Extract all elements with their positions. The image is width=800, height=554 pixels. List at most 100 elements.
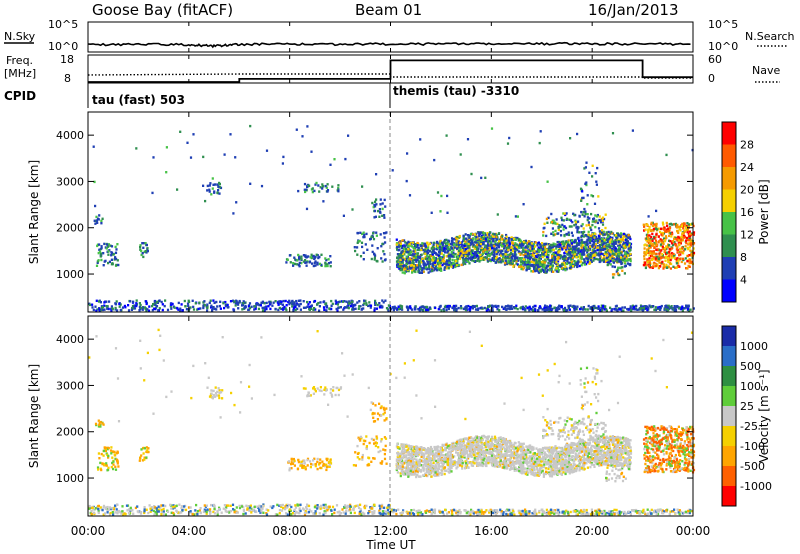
heatmap-cell bbox=[582, 306, 585, 309]
heatmap-cell bbox=[219, 300, 222, 303]
heatmap-cell bbox=[685, 236, 688, 240]
heatmap-cell bbox=[455, 240, 458, 243]
heatmap-cell bbox=[260, 184, 264, 188]
heatmap-cell bbox=[307, 303, 310, 306]
heatmap-cell bbox=[485, 233, 488, 237]
heatmap-cell bbox=[147, 309, 151, 312]
heatmap-cell bbox=[604, 247, 607, 250]
heatmap-cell bbox=[520, 306, 523, 309]
heatmap-cell bbox=[488, 233, 491, 236]
heatmap-cell bbox=[650, 252, 653, 255]
heatmap-cell bbox=[476, 238, 479, 242]
heatmap-cell bbox=[671, 243, 675, 247]
heatmap-cell bbox=[450, 246, 453, 249]
heatmap-cell bbox=[664, 259, 667, 262]
heatmap-cell bbox=[491, 258, 494, 261]
noise-left-label: N.Sky bbox=[4, 30, 36, 43]
heatmap-cell bbox=[442, 258, 445, 261]
heatmap-cell bbox=[440, 309, 443, 312]
heatmap-cell bbox=[408, 244, 412, 247]
heatmap-cell bbox=[682, 252, 685, 255]
heatmap-cell bbox=[558, 304, 561, 308]
heatmap-cell bbox=[294, 506, 298, 509]
heatmap-cell bbox=[510, 306, 513, 309]
heatmap-cell bbox=[507, 238, 510, 242]
heatmap-cell bbox=[620, 245, 623, 248]
heatmap-cell bbox=[679, 238, 682, 241]
heatmap-cell bbox=[507, 261, 510, 264]
heatmap-cell bbox=[308, 308, 311, 311]
heatmap-cell bbox=[546, 308, 549, 311]
heatmap-cell bbox=[140, 306, 143, 310]
heatmap-cell bbox=[507, 244, 511, 248]
heatmap-cell bbox=[505, 262, 508, 265]
heatmap-cell bbox=[362, 307, 365, 310]
heatmap-cell bbox=[417, 270, 420, 274]
heatmap-cell bbox=[382, 301, 385, 304]
heatmap-cell bbox=[484, 238, 488, 241]
heatmap-cell bbox=[106, 243, 109, 246]
heatmap-cell bbox=[528, 258, 532, 261]
heatmap-cell bbox=[486, 232, 489, 235]
heatmap-cell bbox=[624, 242, 627, 245]
heatmap-cell bbox=[687, 243, 690, 246]
heatmap-cell bbox=[222, 507, 225, 510]
heatmap-cell bbox=[673, 309, 676, 312]
heatmap-cell bbox=[674, 222, 677, 226]
heatmap-cell bbox=[577, 220, 580, 223]
heatmap-cell bbox=[467, 304, 470, 308]
heatmap-cell bbox=[412, 262, 415, 265]
heatmap-cell bbox=[647, 251, 650, 254]
heatmap-cell bbox=[418, 263, 421, 266]
heatmap-cell bbox=[311, 190, 314, 194]
heatmap-cell bbox=[253, 505, 256, 508]
heatmap-cell bbox=[452, 262, 455, 265]
heatmap-cell bbox=[654, 257, 657, 260]
heatmap-cell bbox=[383, 216, 386, 219]
heatmap-cell bbox=[625, 259, 628, 262]
heatmap-cell bbox=[621, 269, 624, 272]
heatmap-cell bbox=[304, 261, 307, 264]
heatmap-cell bbox=[482, 250, 485, 253]
heatmap-cell bbox=[681, 222, 684, 226]
heatmap-cell bbox=[427, 244, 430, 247]
heatmap-cell bbox=[650, 221, 653, 225]
heatmap-cell bbox=[343, 306, 347, 309]
heatmap-cell bbox=[669, 258, 672, 262]
heatmap-cell bbox=[114, 251, 118, 254]
heatmap-cell bbox=[503, 239, 506, 242]
heatmap-cell bbox=[114, 511, 117, 514]
heatmap-cell bbox=[457, 240, 460, 243]
heatmap-cell bbox=[600, 306, 603, 310]
heatmap-cell bbox=[522, 253, 525, 257]
heatmap-cell bbox=[487, 241, 490, 244]
heatmap-cell bbox=[647, 306, 650, 309]
heatmap-cell bbox=[93, 219, 96, 222]
heatmap-cell bbox=[253, 308, 256, 311]
heatmap-cell bbox=[406, 306, 409, 309]
heatmap-cell bbox=[575, 244, 578, 247]
heatmap-cell bbox=[414, 266, 417, 269]
heatmap-cell bbox=[434, 257, 438, 260]
heatmap-cell bbox=[418, 264, 421, 267]
heatmap-cell bbox=[440, 260, 443, 263]
heatmap-cell bbox=[492, 240, 495, 243]
heatmap-cell bbox=[102, 264, 105, 267]
heatmap-cell bbox=[416, 248, 419, 252]
heatmap-cell bbox=[447, 247, 450, 251]
heatmap-cell bbox=[603, 233, 606, 236]
heatmap-cell bbox=[453, 243, 456, 246]
heatmap-cell bbox=[576, 228, 579, 231]
heatmap-cell bbox=[580, 199, 583, 202]
heatmap-cell bbox=[109, 244, 112, 247]
heatmap-cell bbox=[325, 186, 328, 189]
heatmap-cell bbox=[420, 261, 423, 264]
heatmap-cell bbox=[295, 299, 298, 303]
heatmap-cell bbox=[216, 183, 219, 186]
heatmap-cell bbox=[369, 304, 373, 307]
heatmap-cell bbox=[543, 267, 546, 270]
heatmap-cell bbox=[416, 244, 419, 247]
heatmap-cell bbox=[593, 257, 596, 261]
heatmap-cell bbox=[669, 240, 672, 243]
heatmap-cell bbox=[690, 254, 693, 257]
